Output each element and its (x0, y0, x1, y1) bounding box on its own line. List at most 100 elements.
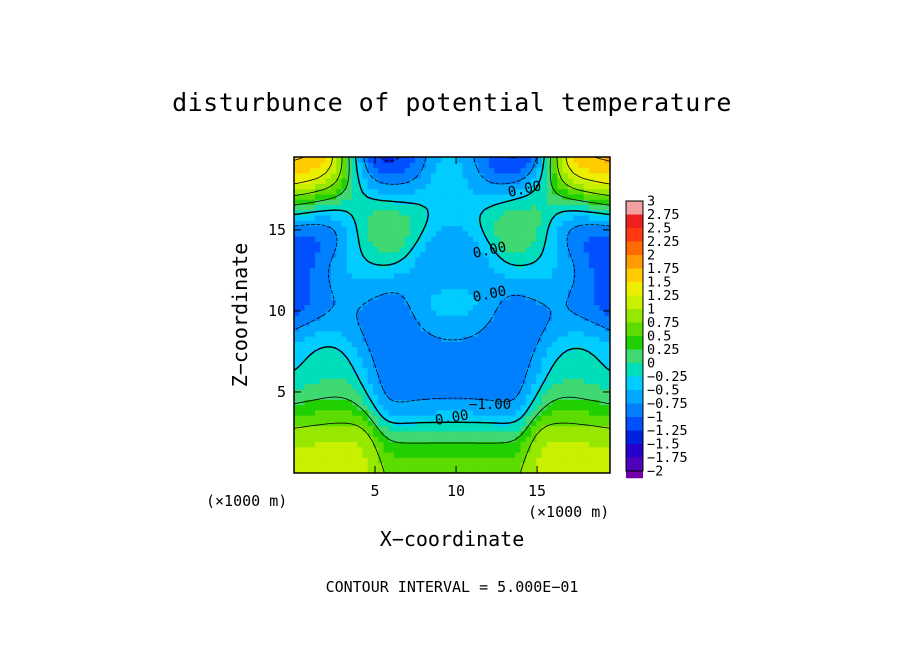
field-cell (299, 272, 306, 279)
field-cell (383, 162, 390, 169)
field-cell (383, 199, 390, 205)
field-cell (452, 299, 458, 306)
contour-field (294, 157, 610, 473)
field-cell (304, 225, 311, 232)
field-cell (557, 299, 564, 306)
field-cell (320, 462, 327, 469)
field-cell (394, 425, 400, 432)
field-cell (373, 394, 379, 400)
field-cell (557, 225, 564, 232)
field-cell (478, 204, 485, 211)
field-cell (294, 241, 300, 248)
contour-line (294, 157, 610, 185)
field-cell (473, 209, 479, 216)
field-cell (341, 341, 348, 348)
field-cell (420, 467, 427, 473)
field-cell (457, 236, 464, 242)
field-cell (515, 167, 522, 174)
field-cell (346, 267, 353, 274)
field-cell (552, 157, 558, 163)
field-cell (383, 230, 390, 237)
field-cell (341, 446, 348, 453)
field-cell (299, 188, 306, 195)
field-cell (499, 241, 506, 248)
field-cell (552, 436, 558, 442)
field-cell (578, 199, 585, 205)
field-cell (452, 278, 458, 284)
field-cell (378, 220, 385, 227)
field-cell (320, 288, 327, 295)
field-cell (409, 178, 416, 184)
field-cell (509, 336, 516, 342)
field-cell (373, 409, 379, 416)
field-cell (494, 257, 500, 263)
field-cell (494, 315, 500, 321)
field-cell (478, 330, 485, 337)
field-cell (388, 157, 395, 163)
field-cell (351, 199, 358, 205)
field-cell (567, 409, 574, 416)
field-cell (367, 178, 374, 184)
field-cell (583, 409, 590, 416)
field-cell (415, 220, 421, 227)
field-cell (515, 446, 522, 453)
field-cell (436, 299, 443, 306)
field-cell (320, 251, 327, 258)
field-cell (394, 441, 400, 448)
field-cell (552, 272, 558, 279)
field-cell (346, 383, 353, 390)
field-cell (320, 309, 327, 316)
field-cell (583, 193, 590, 200)
field-cell (452, 399, 458, 406)
field-cell (415, 467, 421, 473)
field-cell (457, 341, 464, 348)
field-cell (562, 178, 569, 184)
field-cell (583, 236, 590, 242)
field-cell (446, 415, 453, 421)
field-cell (304, 251, 311, 258)
field-cell (604, 346, 610, 353)
field-cell (531, 267, 537, 274)
field-cell (520, 162, 527, 169)
field-cell (383, 220, 390, 227)
field-cell (420, 188, 427, 195)
field-cell (420, 241, 427, 248)
field-cell (483, 199, 490, 205)
field-cell (488, 251, 495, 258)
field-cell (351, 267, 358, 274)
field-cell (604, 246, 610, 253)
field-cell (588, 330, 595, 337)
field-cell (394, 394, 400, 400)
field-cell (457, 309, 464, 316)
field-cell (509, 251, 516, 258)
field-cell (452, 362, 458, 369)
field-cell (388, 425, 395, 432)
field-cell (367, 315, 374, 321)
field-cell (494, 351, 500, 358)
field-cell (515, 225, 522, 232)
field-cell (509, 315, 516, 321)
y-axis-unit: (×1000 m) (206, 492, 287, 510)
field-cell (578, 436, 585, 442)
field-cell (446, 309, 453, 316)
field-cell (573, 225, 579, 232)
field-cell (336, 193, 342, 200)
field-cell (509, 172, 516, 179)
field-cell (520, 409, 527, 416)
field-cell (357, 451, 364, 458)
field-cell (504, 430, 511, 437)
field-cell (351, 304, 358, 311)
field-cell (604, 436, 610, 442)
field-cell (467, 267, 474, 274)
field-cell (488, 299, 495, 306)
field-cell (557, 325, 564, 332)
field-cell (499, 351, 506, 358)
field-cell (351, 388, 358, 395)
field-cell (520, 346, 527, 353)
field-cell (325, 441, 332, 448)
field-cell (562, 309, 569, 316)
field-cell (362, 283, 369, 290)
field-cell (388, 278, 395, 284)
field-cell (409, 330, 416, 337)
field-cell (315, 283, 321, 290)
